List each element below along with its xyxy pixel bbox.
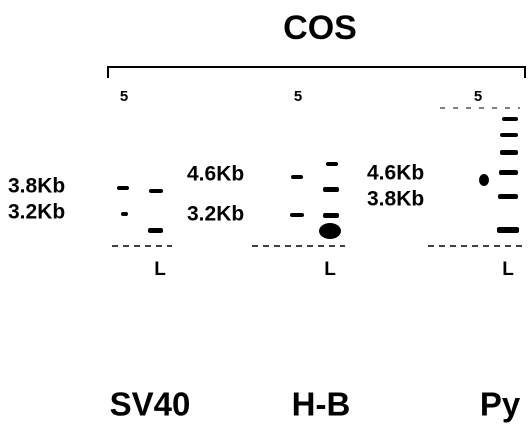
figure-title: COS: [283, 9, 357, 47]
size-marker: 3.2Kb: [8, 201, 65, 224]
gel-bands: [428, 108, 522, 246]
gel-bands: [252, 162, 345, 246]
lane-label: 5: [474, 88, 482, 105]
lane-label: 5: [294, 88, 302, 105]
panel-label: SV40: [110, 386, 191, 423]
size-marker: 3.2Kb: [187, 203, 244, 226]
panel-label: H-B: [292, 386, 351, 423]
size-marker: 4.6Kb: [187, 163, 244, 186]
size-marker: 4.6Kb: [367, 162, 424, 185]
gel-bands: [112, 186, 172, 246]
bracket: [108, 67, 525, 78]
figure: COS 5 L 3.8Kb 3.2Kb SV40 5 L 4.6Kb 3.2Kb…: [0, 0, 528, 427]
lane-label: L: [154, 259, 166, 280]
lane-label: L: [502, 259, 514, 280]
lane-label: L: [324, 259, 336, 280]
size-marker: 3.8Kb: [367, 188, 424, 211]
size-marker: 3.8Kb: [8, 175, 65, 198]
lane-label: 5: [120, 88, 128, 105]
panel-label: Py: [480, 386, 521, 423]
